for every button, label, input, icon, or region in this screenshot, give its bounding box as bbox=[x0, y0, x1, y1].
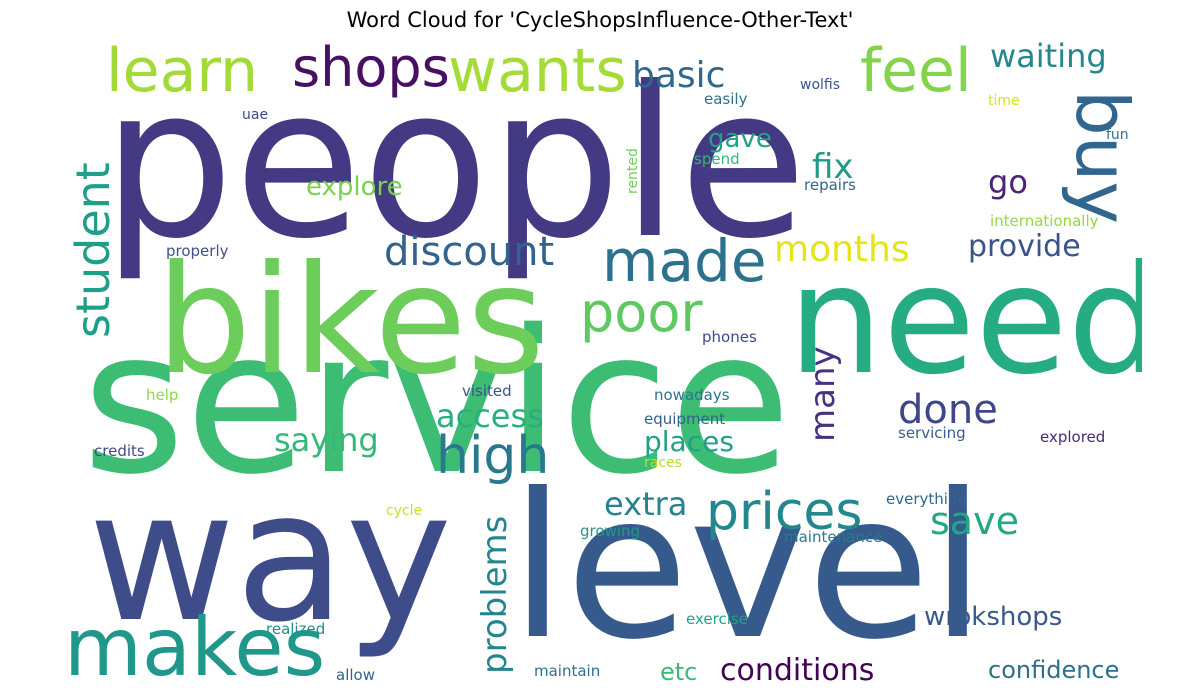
word-access: access bbox=[436, 397, 544, 435]
word-easily: easily bbox=[704, 90, 748, 108]
word-fun: fun bbox=[1106, 127, 1129, 143]
word-time: time bbox=[988, 93, 1020, 109]
word-waiting: waiting bbox=[990, 38, 1107, 75]
word-save: save bbox=[930, 499, 1019, 543]
word-servicing: servicing bbox=[898, 424, 966, 442]
word-prices: prices bbox=[706, 482, 863, 542]
word-way: way bbox=[88, 453, 453, 662]
word-growing: growing bbox=[580, 522, 640, 540]
word-level: level bbox=[510, 451, 986, 684]
word-wrokshops: wrokshops bbox=[924, 602, 1063, 632]
word-etc: etc bbox=[660, 658, 698, 686]
word-student: student bbox=[66, 162, 120, 338]
word-exercise: exercise bbox=[686, 610, 748, 628]
word-credits: credits bbox=[94, 442, 145, 460]
word-wants: wants bbox=[448, 38, 627, 106]
word-made: made bbox=[602, 227, 767, 295]
word-explored: explored bbox=[1040, 428, 1106, 446]
word-everything: everything bbox=[886, 490, 967, 508]
word-basic: basic bbox=[632, 55, 726, 96]
word-provide: provide bbox=[968, 229, 1081, 264]
word-cycle: cycle bbox=[386, 503, 423, 519]
word-phones: phones bbox=[702, 328, 757, 346]
word-bikes: bikes bbox=[156, 234, 545, 408]
word-learn: learn bbox=[106, 38, 258, 106]
word-realized: realized bbox=[266, 620, 326, 638]
word-nowadays: nowadays bbox=[654, 386, 730, 404]
word-confidence: confidence bbox=[988, 656, 1120, 684]
word-fix: fix bbox=[812, 147, 854, 187]
word-internationally: internationally bbox=[990, 212, 1099, 230]
chart-title: Word Cloud for 'CycleShopsInfluence-Othe… bbox=[346, 8, 854, 32]
word-help: help bbox=[146, 386, 179, 404]
word-poor: poor bbox=[580, 281, 703, 344]
word-equipment: equipment bbox=[644, 410, 726, 428]
word-rented: rented bbox=[625, 148, 641, 194]
word-discount: discount bbox=[384, 229, 555, 275]
word-uae: uae bbox=[242, 107, 269, 123]
word-done: done bbox=[898, 387, 998, 433]
word-races: races bbox=[644, 455, 682, 471]
word-spend: spend bbox=[694, 150, 740, 168]
word-explore: explore bbox=[306, 172, 403, 202]
word-people: people bbox=[102, 43, 808, 285]
word-makes: makes bbox=[64, 601, 326, 693]
word-properly: properly bbox=[166, 242, 229, 260]
word-high: high bbox=[436, 426, 550, 486]
word-many: many bbox=[803, 346, 843, 442]
word-problems: problems bbox=[475, 515, 515, 674]
word-extra: extra bbox=[604, 485, 688, 523]
word-go: go bbox=[988, 163, 1028, 201]
word-need: need bbox=[788, 234, 1142, 408]
word-service: service bbox=[82, 287, 792, 518]
word-visited: visited bbox=[462, 382, 512, 400]
word-repairs: repairs bbox=[804, 176, 856, 194]
word-months: months bbox=[774, 229, 910, 270]
word-allow: allow bbox=[336, 666, 375, 684]
word-maintain: maintain bbox=[534, 662, 601, 680]
word-gave: gave bbox=[708, 124, 772, 154]
word-shops: shops bbox=[292, 38, 450, 99]
word-places: places bbox=[644, 425, 734, 458]
word-saying: saying bbox=[274, 421, 379, 459]
word-maintenance: maintenance bbox=[784, 528, 883, 546]
word-buy: buy bbox=[1060, 90, 1142, 224]
word-conditions: conditions bbox=[720, 653, 875, 688]
word-cloud: people service bikes need way level make… bbox=[60, 38, 1142, 693]
word-wolfis: wolfis bbox=[800, 77, 841, 93]
word-feel: feel bbox=[860, 38, 972, 106]
